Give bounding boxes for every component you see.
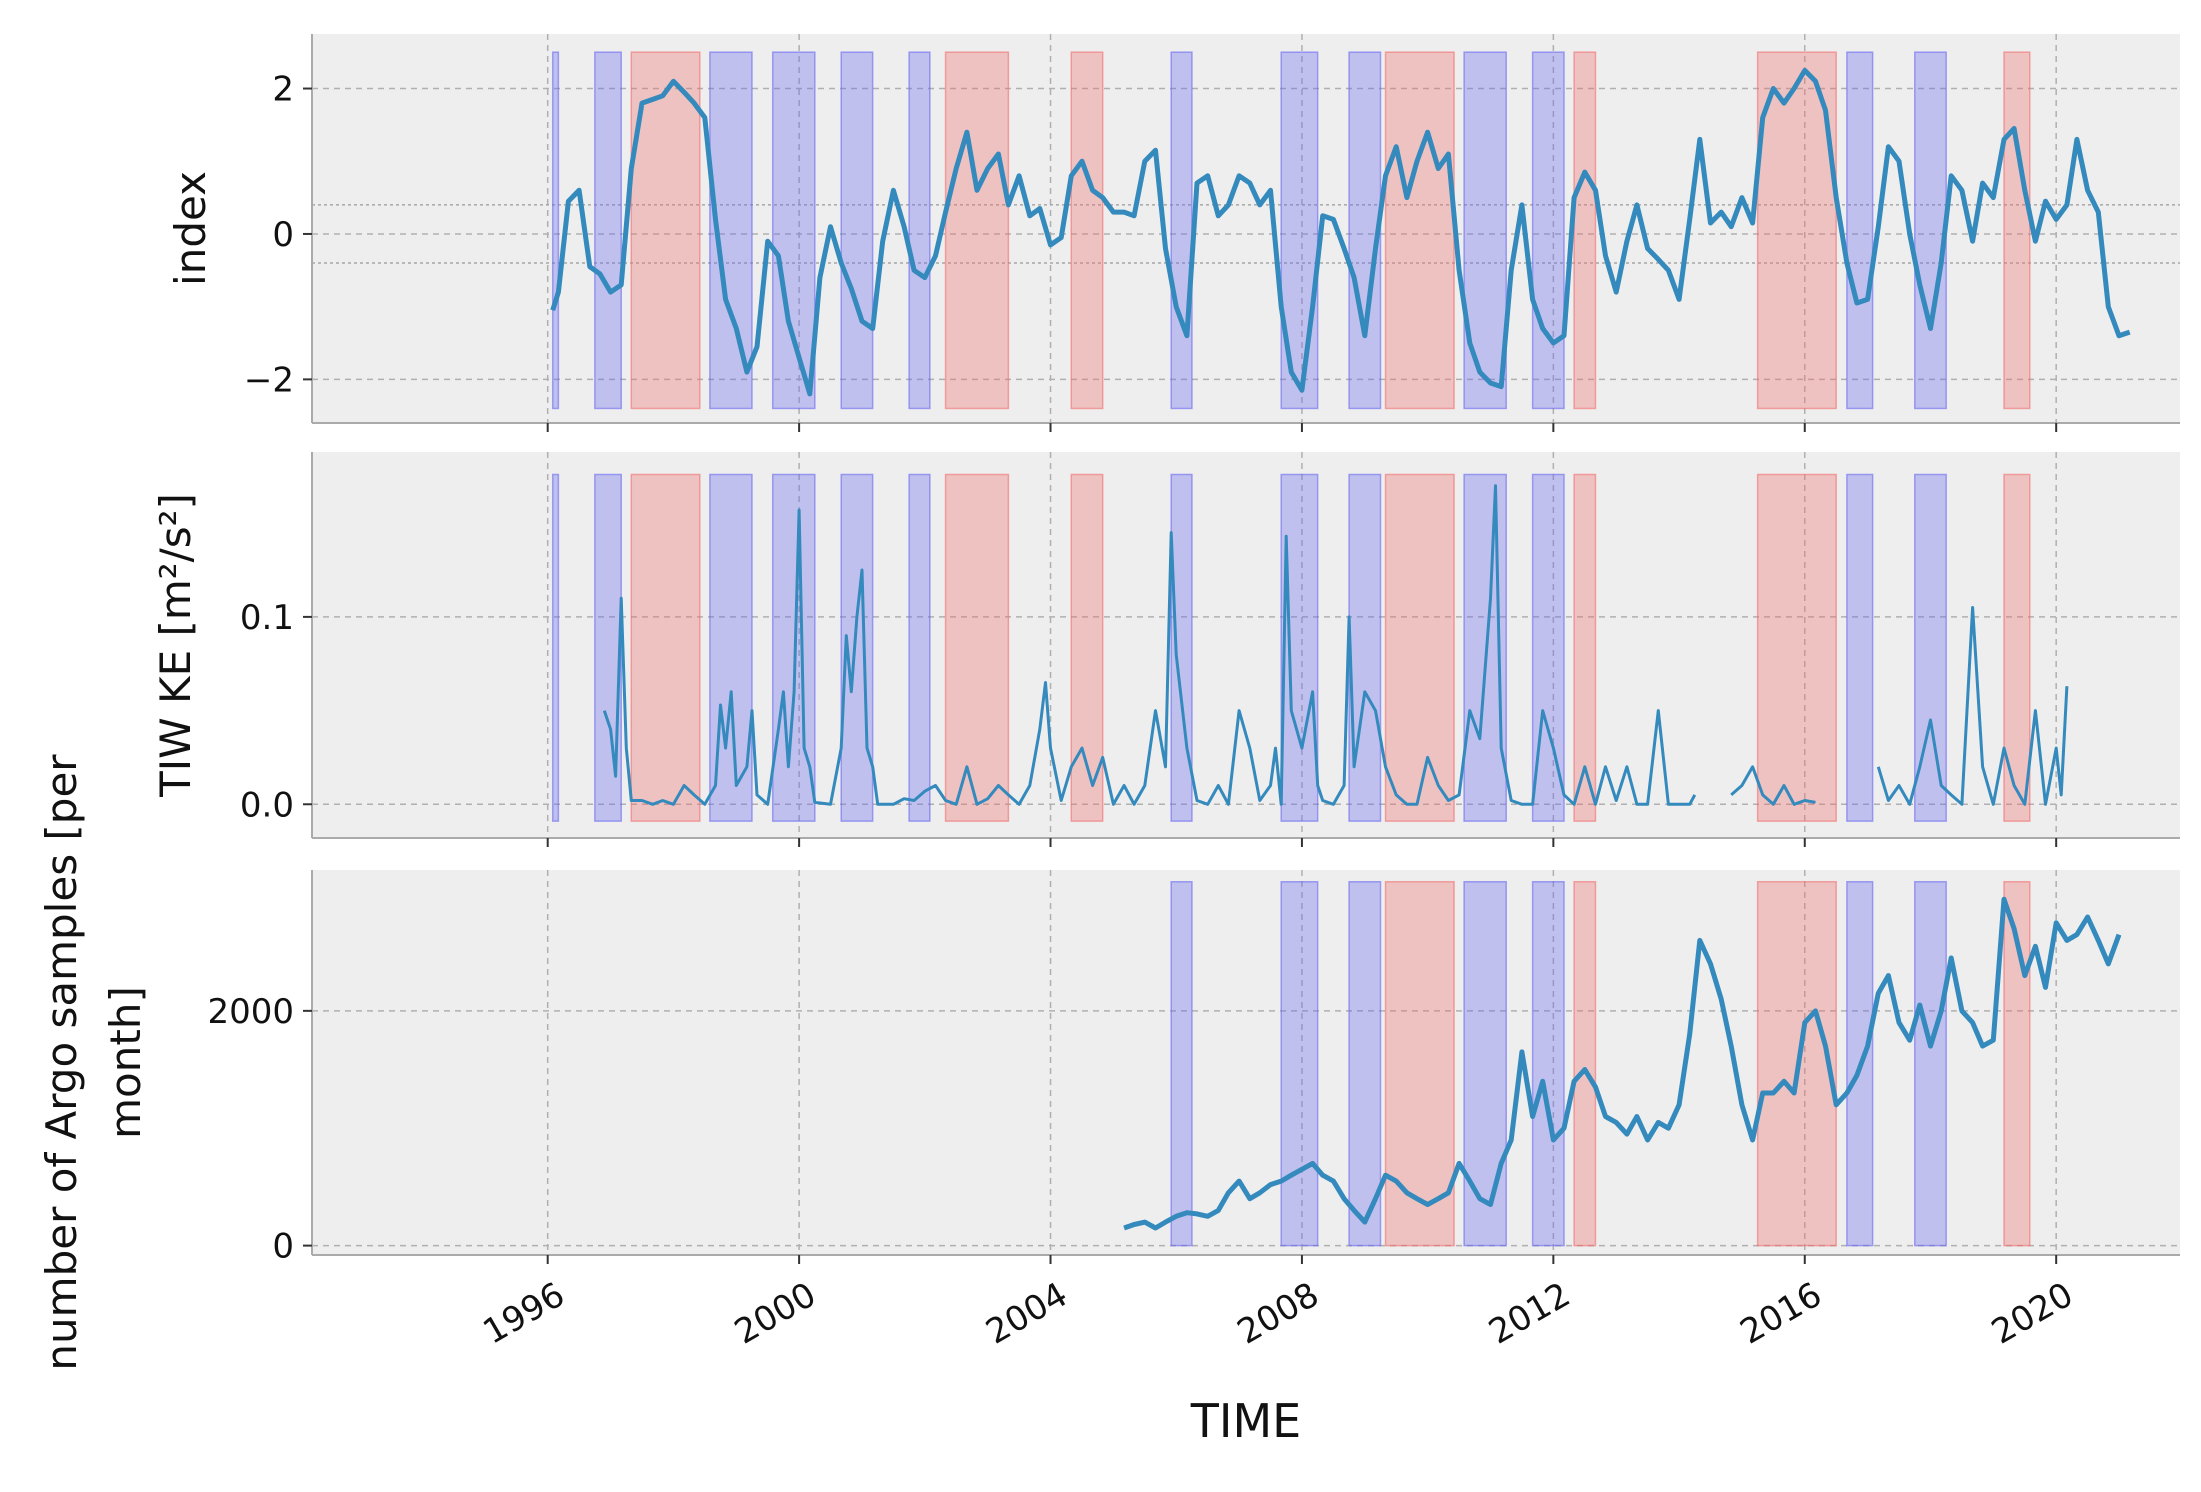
el-nino-span [1573,51,1597,410]
x-tick-label: 2000 [728,1275,823,1353]
la-nina-span [1348,880,1382,1247]
y-tick-label: −2 [244,360,294,400]
panel-argo: 0 2000 1996 2000 2004 2008 2012 2016 2020 number … [37,754,2180,1371]
panel-tiw-ke: 0.0 0.1 TIW KE [m²/s²] [151,452,2180,847]
el-nino-span [1384,473,1455,822]
el-nino-span [1573,473,1597,822]
x-tick-label: 2012 [1482,1275,1577,1353]
y-tick-label: 0.0 [240,785,294,825]
el-nino-span [1756,51,1837,410]
y-tick-label: 0 [272,215,294,255]
la-nina-span [1846,473,1874,822]
el-nino-span [1384,880,1455,1247]
el-nino-span [944,473,1010,822]
el-nino-span [2003,51,2031,410]
la-nina-span [551,473,560,822]
la-nina-span [840,51,874,410]
panel-background [312,452,2180,838]
la-nina-span [1531,880,1565,1247]
x-tick-label: 2004 [979,1275,1074,1353]
la-nina-span [771,473,816,822]
la-nina-span [1531,51,1565,410]
el-nino-span [630,473,701,822]
la-nina-span [594,473,622,822]
la-nina-span [1280,473,1319,822]
y-axis-label: index [166,171,215,286]
x-tick-label: 2016 [1734,1275,1829,1353]
la-nina-span [1914,880,1947,1247]
la-nina-span [908,473,931,822]
y-tick-label: 0.1 [240,598,294,638]
x-tick-label: 2008 [1231,1275,1326,1353]
la-nina-span [1463,51,1507,410]
la-nina-span [1914,51,1947,410]
series-line [550,67,2131,397]
panel-background [312,34,2180,423]
la-nina-span [594,51,622,410]
el-nino-span [944,51,1010,410]
el-nino-span [2003,473,2031,822]
panel-index: −2 0 2 index [166,34,2180,432]
la-nina-span [1280,880,1319,1247]
la-nina-span [908,51,931,410]
y-axis-label: month] [101,986,150,1139]
series-line [1876,606,2069,806]
y-tick-label: 0 [272,1227,294,1267]
y-tick-label: 2000 [207,992,294,1032]
el-nino-span [1070,51,1104,410]
la-nina-span [1170,880,1193,1247]
la-nina-span [1846,51,1874,410]
la-nina-span [771,51,816,410]
la-nina-span [1846,880,1874,1247]
la-nina-span [1348,473,1382,822]
la-nina-span [551,51,560,410]
series-line [602,484,1697,806]
el-nino-span [1573,880,1597,1247]
la-nina-span [1170,473,1193,822]
x-tick-label: 1996 [477,1275,572,1353]
x-tick-label: 2020 [1985,1275,2080,1353]
la-nina-span [1463,880,1507,1247]
el-nino-span [1384,51,1455,410]
y-tick-label: 2 [272,70,294,110]
el-nino-span [1756,473,1837,822]
y-axis-label: TIW KE [m²/s²] [151,493,200,798]
y-axis-label: number of Argo samples [per [37,754,86,1371]
series-line [1730,765,1816,806]
series-line [1123,896,2122,1231]
la-nina-span [1170,51,1193,410]
x-axis-label: TIME [1190,1394,1301,1448]
